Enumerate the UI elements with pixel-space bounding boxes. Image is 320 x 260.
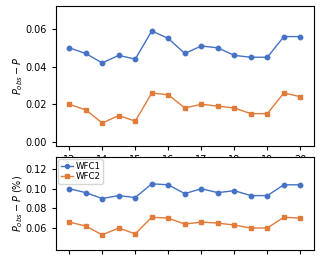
X-axis label: ST Magnitude: ST Magnitude [151,166,218,176]
WFC2 [299,217,302,220]
WFC2 [199,220,203,224]
WFC2 [266,226,269,230]
WFC2 [232,224,236,227]
WFC2 [150,216,154,219]
Line: WFC2: WFC2 [67,215,303,237]
Legend: WFC1, WFC2: WFC1, WFC2 [58,159,103,184]
WFC1 [150,182,154,185]
Text: (F606W), Pol = 100%, Bkg = 10 e⁻ (FLC): (F606W), Pol = 100%, Bkg = 10 e⁻ (FLC) [100,187,270,196]
WFC2 [67,220,71,224]
Y-axis label: $P_{obs} - P$: $P_{obs} - P$ [11,57,25,95]
WFC2 [133,232,137,236]
WFC1 [84,191,88,194]
WFC2 [84,224,88,228]
WFC1 [299,183,302,186]
WFC2 [216,222,220,225]
WFC1 [166,183,170,186]
WFC1 [133,196,137,199]
WFC1 [67,187,71,190]
WFC2 [183,223,187,226]
WFC1 [282,183,286,186]
WFC2 [117,226,121,230]
WFC1 [216,191,220,194]
WFC1 [266,194,269,197]
WFC1 [199,187,203,190]
Line: WFC1: WFC1 [67,181,303,201]
WFC2 [249,226,253,230]
WFC1 [100,197,104,200]
WFC1 [183,192,187,195]
WFC1 [117,194,121,197]
WFC2 [282,216,286,219]
WFC2 [100,233,104,236]
WFC2 [166,217,170,220]
Y-axis label: $P_{obs} - P$ (%): $P_{obs} - P$ (%) [12,175,25,232]
WFC1 [249,194,253,197]
WFC1 [232,189,236,192]
